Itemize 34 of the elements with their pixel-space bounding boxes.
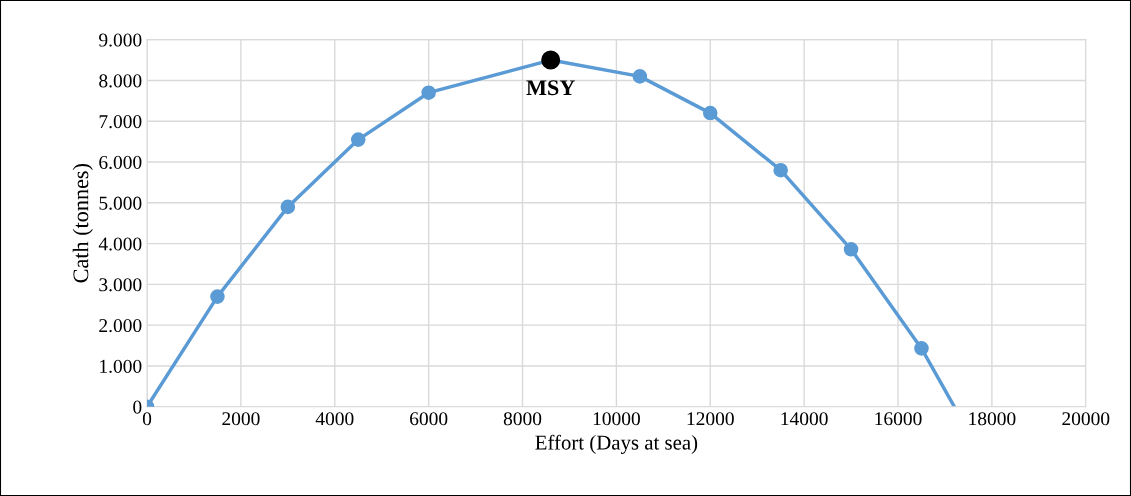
x-tick-label: 4000	[315, 412, 354, 426]
x-tick-label: 6000	[410, 412, 448, 426]
y-tick-label: 8.000	[99, 74, 142, 88]
y-tick-label: 3.000	[99, 278, 142, 292]
y-tick-label: 2.000	[99, 318, 142, 333]
y-tick-label: 5.000	[99, 196, 142, 210]
x-tick-label: 0	[142, 412, 152, 426]
point	[280, 199, 296, 215]
point	[914, 341, 929, 356]
y-tick-label: 7.000	[99, 115, 142, 129]
point	[421, 85, 436, 100]
y-tick-label: 0	[133, 400, 142, 414]
y-axis-title: Cath (tonnes)	[72, 164, 93, 283]
y-tick-label: 1.000	[100, 359, 142, 373]
x-tick-label: 14000	[781, 412, 828, 426]
x-axis-title: Effort (Days at sea)	[535, 434, 698, 454]
x-tick-label: 18000	[969, 412, 1016, 426]
point	[350, 132, 366, 147]
x-tick-label: 10000	[593, 412, 640, 426]
annotation: MSY	[526, 80, 575, 96]
point	[632, 69, 648, 84]
y-tick-label: 4.000	[98, 237, 142, 251]
point	[541, 50, 561, 70]
y-tick-label: 6.000	[99, 155, 142, 170]
x-tick-label: 8000	[503, 412, 542, 426]
y-tick-label: 9.000	[99, 33, 142, 47]
x-tick-label: 12000	[687, 412, 734, 426]
x-tick-label: 2000	[222, 412, 260, 426]
x-tick-label: 16000	[875, 412, 922, 426]
x-tick-label: 20000	[1062, 412, 1110, 426]
point	[843, 242, 859, 257]
point	[702, 105, 718, 121]
point	[210, 289, 225, 304]
point	[773, 162, 788, 178]
